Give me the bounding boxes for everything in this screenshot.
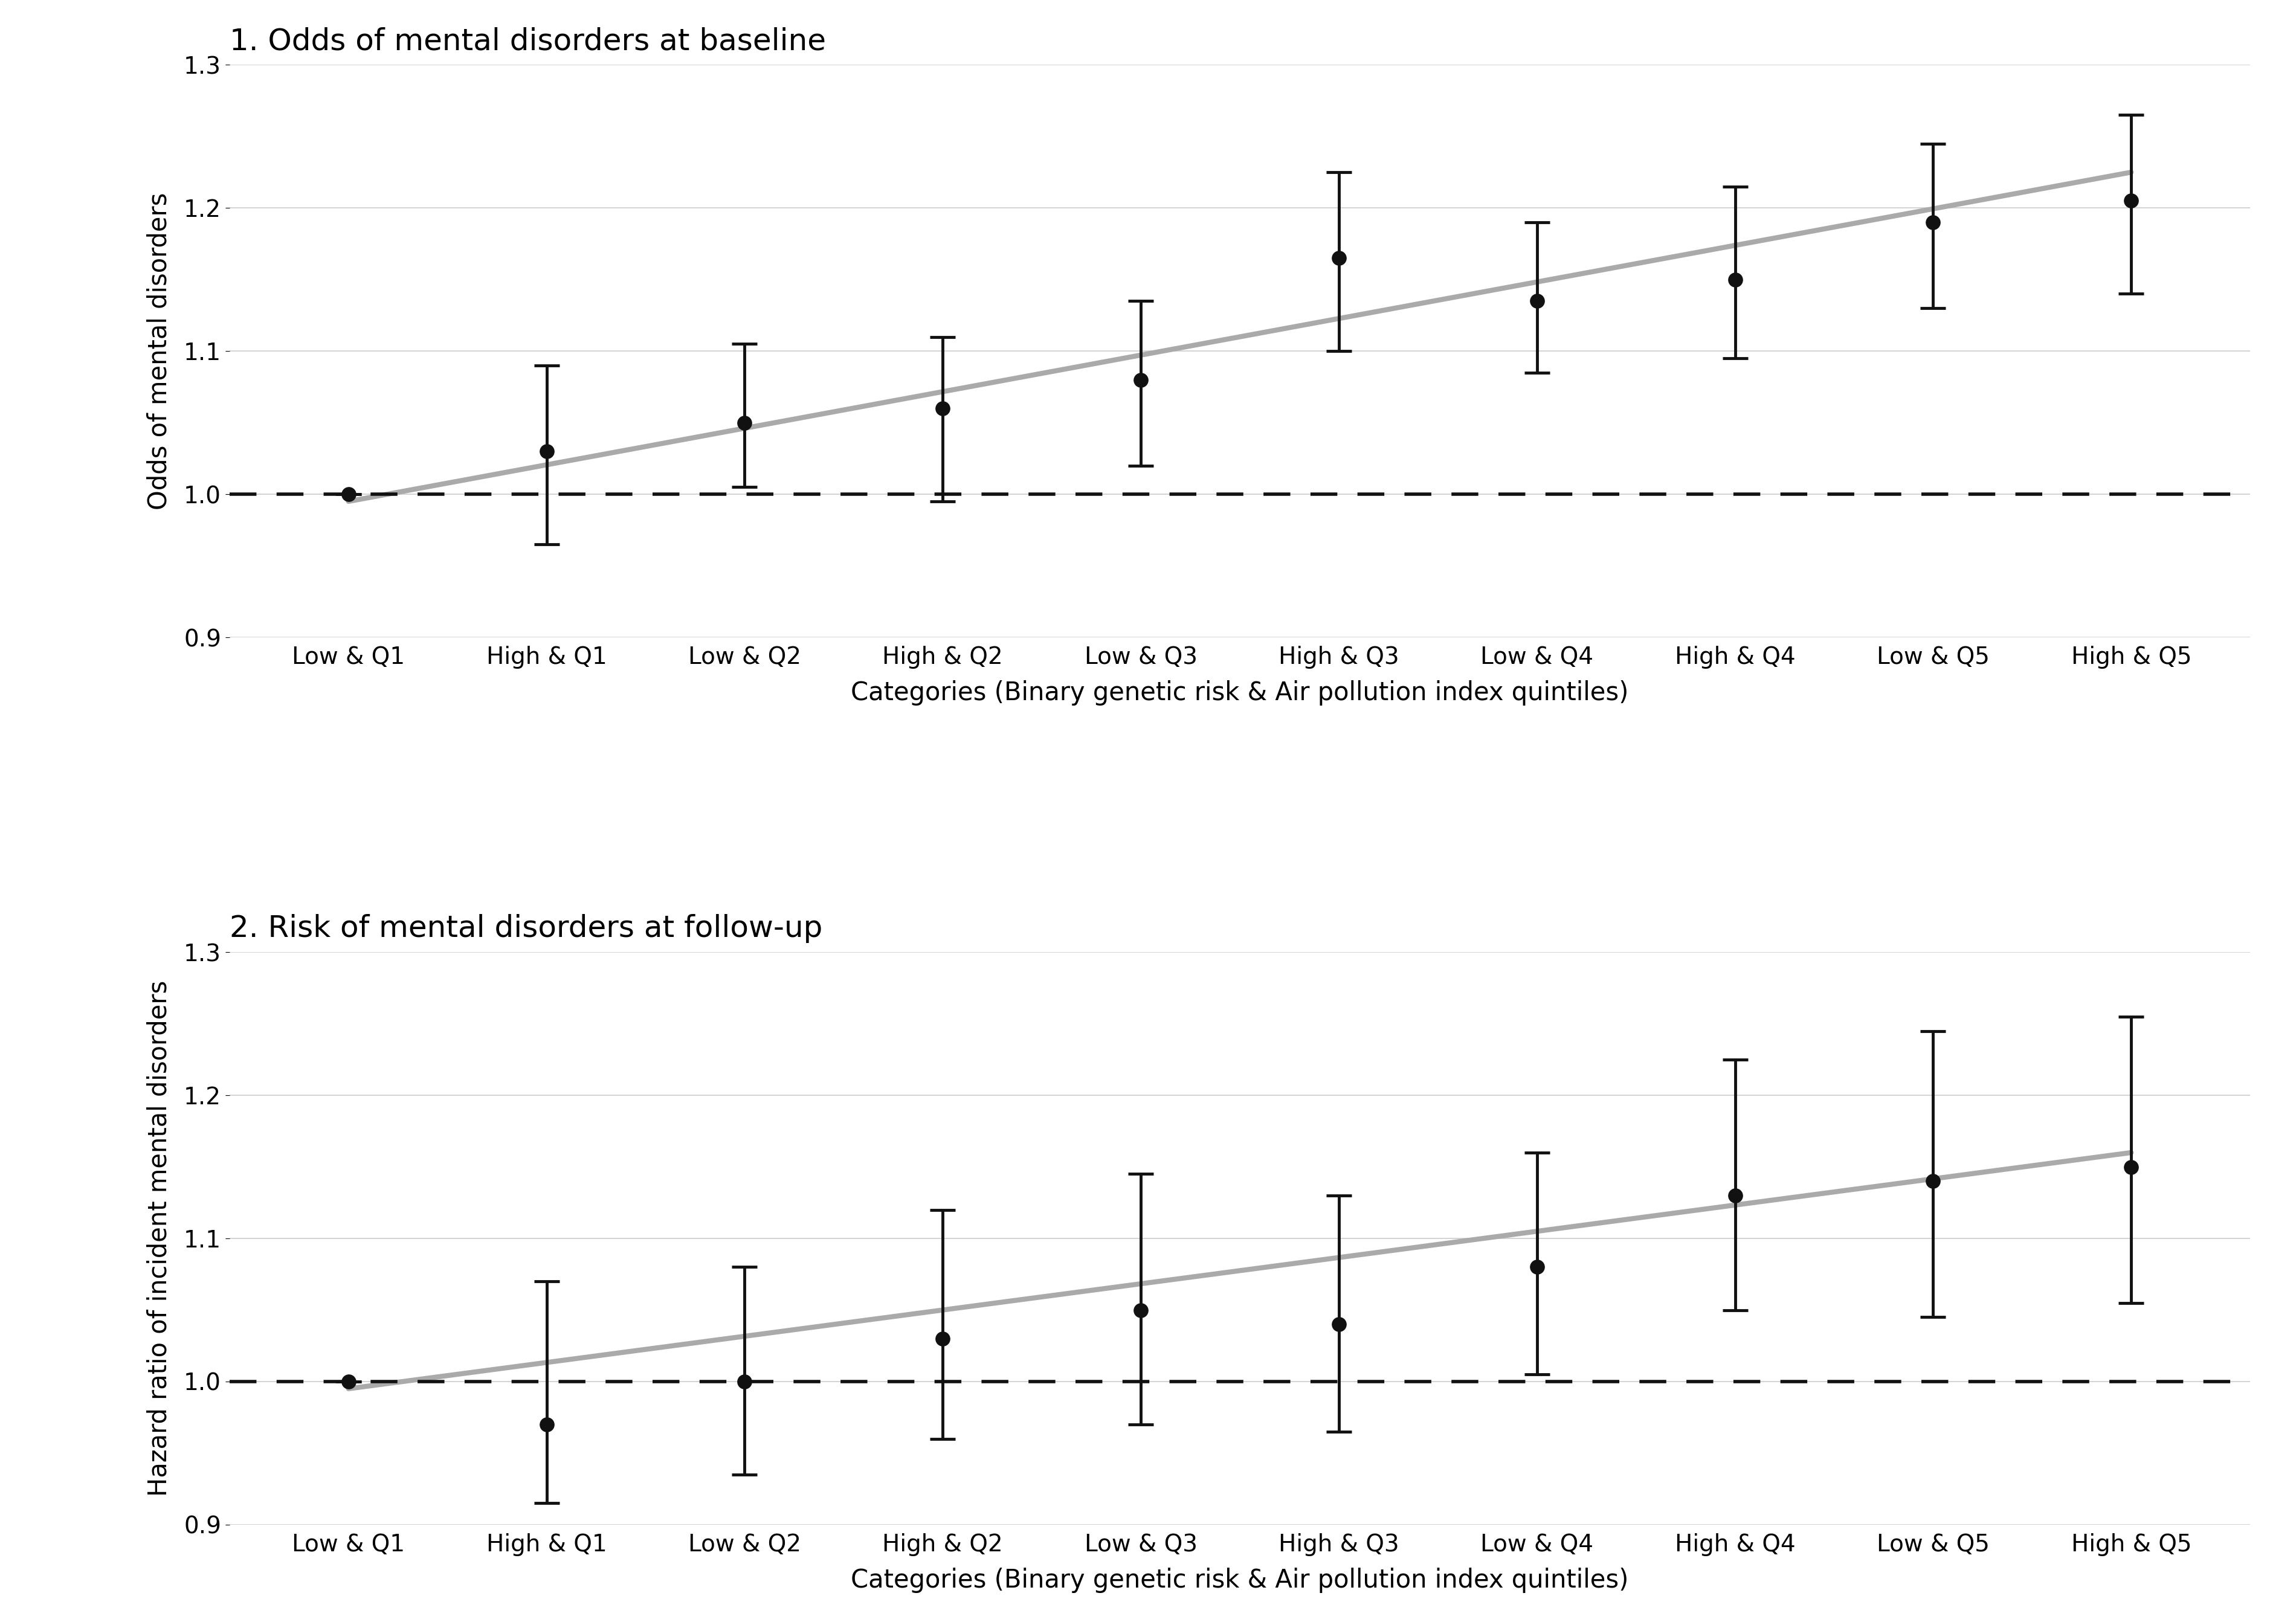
Text: 1. Odds of mental disorders at baseline: 1. Odds of mental disorders at baseline: [230, 28, 827, 55]
X-axis label: Categories (Binary genetic risk & Air pollution index quintiles): Categories (Binary genetic risk & Air po…: [852, 681, 1628, 706]
Point: [1915, 209, 1952, 235]
Point: [925, 396, 962, 422]
Point: [528, 438, 565, 464]
Point: [1518, 1254, 1554, 1280]
Point: [1518, 289, 1554, 315]
Point: [528, 1411, 565, 1437]
Point: [331, 1369, 367, 1395]
Point: [925, 1325, 962, 1351]
Point: [726, 1369, 762, 1395]
Point: [2112, 188, 2149, 214]
Point: [1123, 367, 1159, 393]
Point: [1915, 1168, 1952, 1194]
Point: [1123, 1298, 1159, 1324]
Point: [1320, 1311, 1357, 1337]
Point: [1320, 245, 1357, 271]
Y-axis label: Hazard ratio of incident mental disorders: Hazard ratio of incident mental disorder…: [147, 980, 172, 1497]
Y-axis label: Odds of mental disorders: Odds of mental disorders: [147, 193, 172, 509]
X-axis label: Categories (Binary genetic risk & Air pollution index quintiles): Categories (Binary genetic risk & Air po…: [852, 1568, 1628, 1593]
Point: [2112, 1153, 2149, 1179]
Text: 2. Risk of mental disorders at follow-up: 2. Risk of mental disorders at follow-up: [230, 915, 822, 942]
Point: [331, 482, 367, 508]
Point: [726, 410, 762, 436]
Point: [1717, 266, 1754, 292]
Point: [1717, 1182, 1754, 1208]
